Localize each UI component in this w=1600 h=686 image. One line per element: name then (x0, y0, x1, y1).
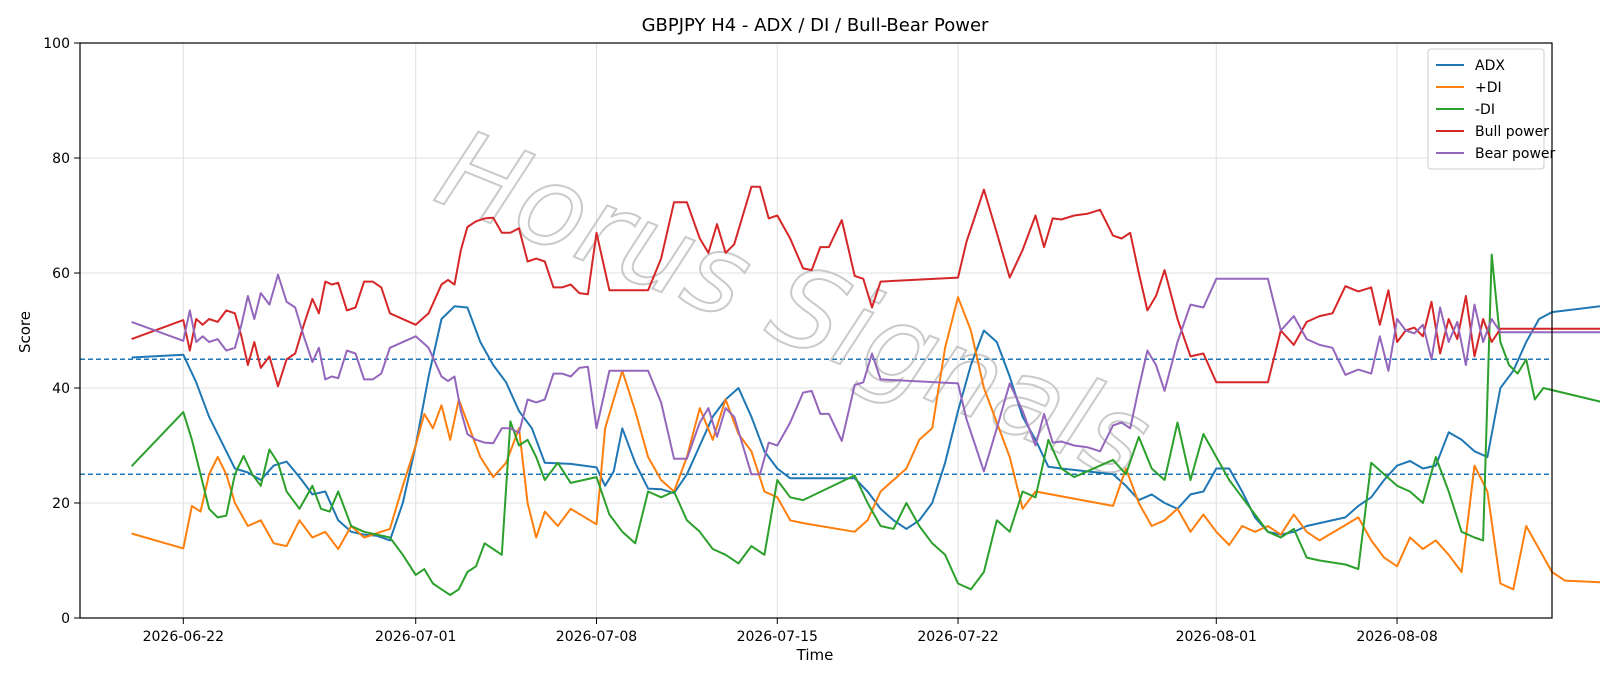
y-tick-label: 20 (52, 496, 70, 512)
series-line-adx (131, 305, 1600, 542)
y-axis: 0 20 40 60 80 100 (43, 36, 80, 627)
x-tick-label: 2026-07-01 (375, 629, 456, 645)
legend-box (1427, 48, 1545, 170)
series-line-bear-power (131, 273, 1600, 476)
legend-entry: Bull power (1475, 124, 1549, 140)
y-tick-label: 80 (52, 151, 70, 167)
reference-lines (80, 358, 1552, 475)
x-tick-label: 2026-07-22 (917, 629, 998, 645)
x-tick-label: 2026-06-22 (143, 629, 224, 645)
y-axis-label: Score (16, 311, 34, 353)
series-line-bull-power (131, 185, 1600, 388)
x-axis: 2026-06-22 2026-07-01 2026-07-08 2026-07-15… (143, 618, 1438, 645)
series-line-di (131, 296, 1600, 591)
y-tick-label: 100 (43, 36, 70, 52)
y-tick-label: 40 (52, 381, 70, 397)
x-tick-label: 2026-07-08 (556, 629, 637, 645)
x-axis-label: Time (796, 646, 834, 664)
y-tick-label: 0 (61, 611, 70, 627)
series-line-di (130, 253, 1600, 596)
x-tick-label: 2026-07-15 (737, 629, 818, 645)
y-tick-label: 60 (52, 266, 70, 282)
legend: ADX +DI -DI Bull power Bear power (1427, 48, 1556, 170)
plot-frame (79, 42, 1553, 619)
x-tick-label: 2026-08-01 (1176, 629, 1257, 645)
x-tick-label: 2026-08-08 (1356, 629, 1437, 645)
legend-entry: +DI (1475, 80, 1502, 96)
chart-title: GBPJPY H4 - ADX / DI / Bull-Bear Power (642, 15, 989, 36)
legend-entry: -DI (1475, 102, 1495, 118)
legend-entry: ADX (1475, 58, 1505, 74)
legend-entry: Bear power (1475, 146, 1556, 162)
series-lines (130, 185, 1600, 596)
